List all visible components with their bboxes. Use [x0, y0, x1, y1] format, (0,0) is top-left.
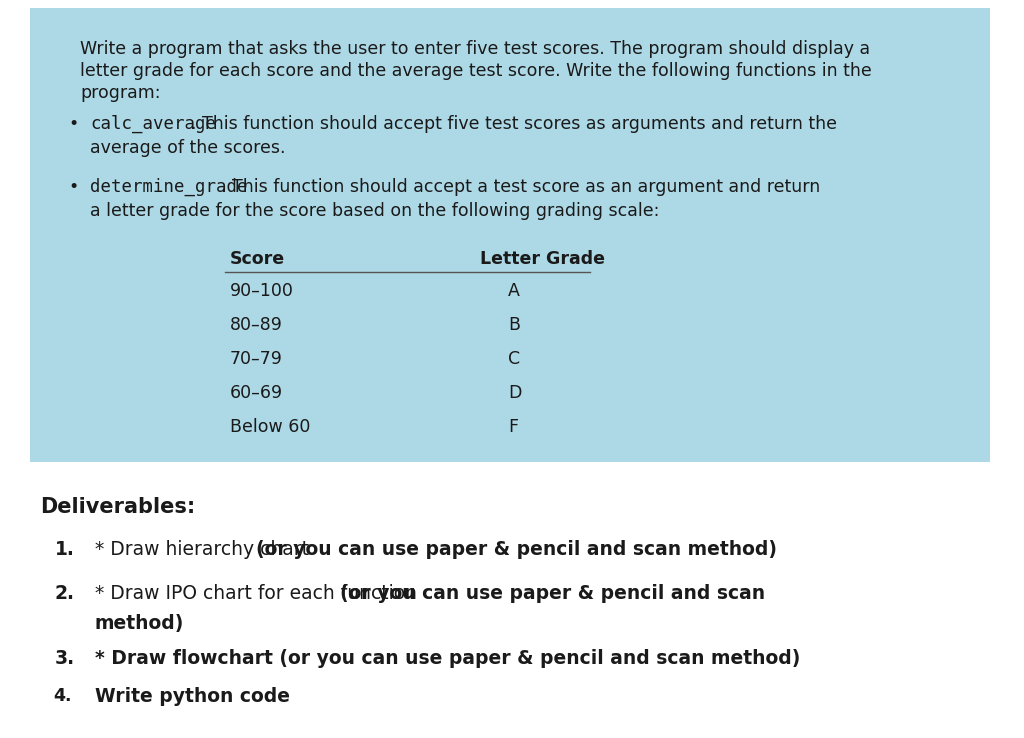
Text: Write a program that asks the user to enter five test scores. The program should: Write a program that asks the user to en… [80, 40, 870, 58]
Text: B: B [508, 316, 520, 334]
Text: a letter grade for the score based on the following grading scale:: a letter grade for the score based on th… [90, 202, 659, 220]
Text: determine_grade: determine_grade [90, 178, 248, 196]
Text: Deliverables:: Deliverables: [40, 497, 196, 517]
Text: F: F [508, 418, 518, 436]
Text: average of the scores.: average of the scores. [90, 139, 286, 157]
Text: D: D [508, 384, 521, 402]
Text: •: • [68, 178, 78, 196]
Text: (or you can use paper & pencil and scan method): (or you can use paper & pencil and scan … [256, 540, 777, 559]
Text: program:: program: [80, 84, 161, 102]
Text: * Draw IPO chart for each function: * Draw IPO chart for each function [95, 584, 423, 603]
Text: . This function should accept five test scores as arguments and return the: . This function should accept five test … [191, 115, 837, 133]
Text: * Draw hierarchy chart: * Draw hierarchy chart [95, 540, 315, 559]
Text: Score: Score [230, 250, 285, 268]
Text: 80–89: 80–89 [230, 316, 283, 334]
Text: 3.: 3. [55, 649, 75, 668]
Text: calc_average: calc_average [90, 115, 216, 134]
Text: 70–79: 70–79 [230, 350, 283, 368]
Text: . This function should accept a test score as an argument and return: . This function should accept a test sco… [221, 178, 820, 196]
Text: Below 60: Below 60 [230, 418, 310, 436]
Text: (or you can use paper & pencil and scan: (or you can use paper & pencil and scan [340, 584, 765, 603]
Bar [30, 8, 990, 462]
Text: 90–100: 90–100 [230, 282, 294, 300]
Text: Write python code: Write python code [95, 687, 290, 706]
Text: letter grade for each score and the average test score. Write the following func: letter grade for each score and the aver… [80, 62, 871, 80]
Text: 2.: 2. [55, 584, 75, 603]
Text: 1.: 1. [55, 540, 75, 559]
Text: * Draw flowchart (or you can use paper & pencil and scan method): * Draw flowchart (or you can use paper &… [95, 649, 801, 668]
Text: method): method) [95, 614, 184, 633]
Text: 60–69: 60–69 [230, 384, 283, 402]
Text: A: A [508, 282, 520, 300]
Text: 4.: 4. [53, 687, 72, 705]
Text: Letter Grade: Letter Grade [480, 250, 605, 268]
Text: •: • [68, 115, 78, 133]
Text: C: C [508, 350, 520, 368]
